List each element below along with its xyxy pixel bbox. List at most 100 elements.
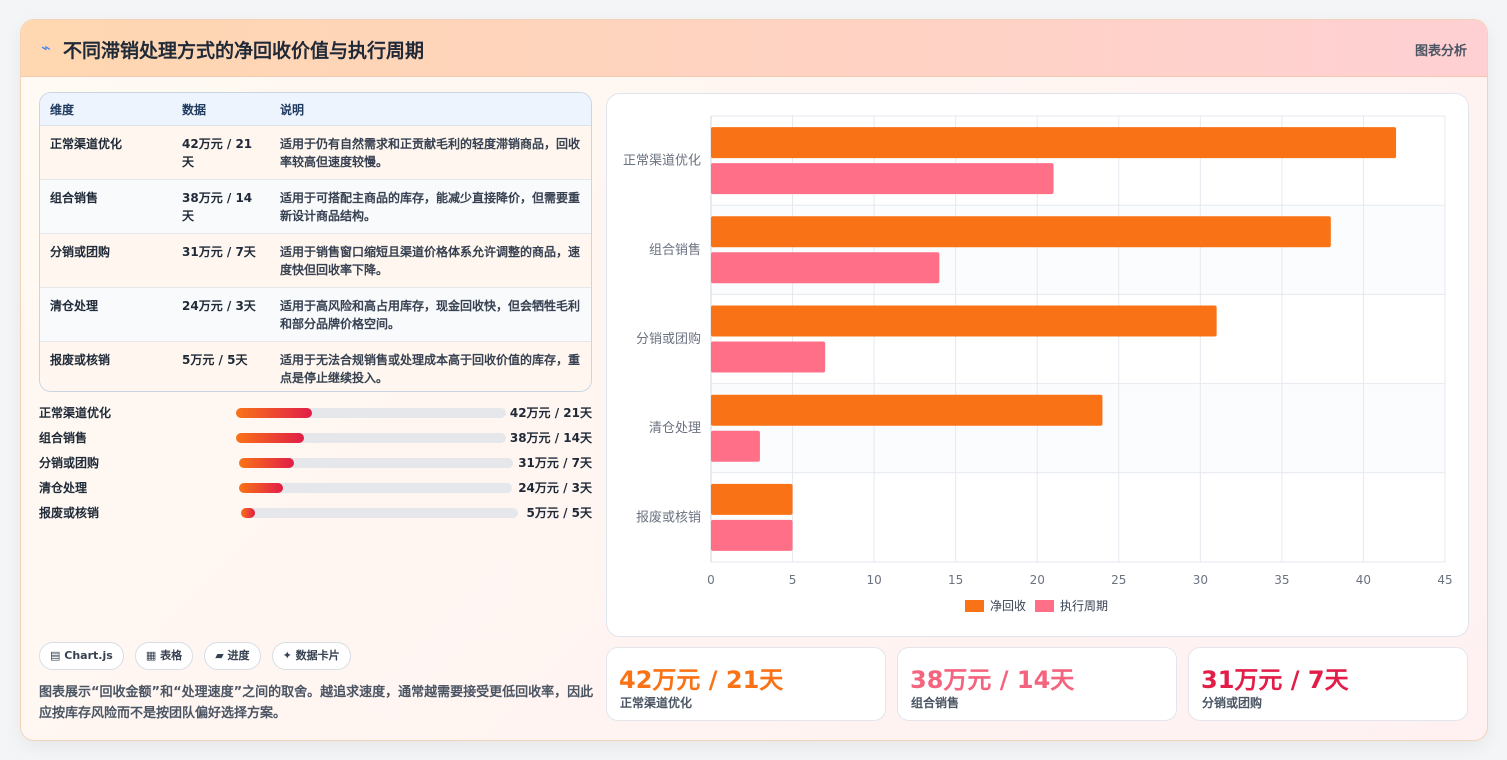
cell-dimension: 正常渠道优化: [40, 125, 172, 180]
progress-track: [239, 483, 512, 493]
legend-swatch: [1035, 600, 1054, 612]
table-header-row: 维度 数据 说明: [40, 93, 591, 126]
table-row: 正常渠道优化 42万元 / 21天 适用于仍有自然需求和正贡献毛利的轻度滞销商品…: [40, 125, 591, 180]
chart-panel: 0 5 10 15 20 25 30 35 40 45 正常渠道优化 组合销售 分销或团购 清仓处理 报废或…: [606, 93, 1469, 637]
progress-value: 5万元 / 5天: [526, 506, 592, 520]
chart-line-icon: ⌁: [41, 38, 51, 57]
chip-table[interactable]: ▦ 表格: [134, 642, 194, 670]
column-header: 说明: [270, 93, 591, 126]
column-header: 维度: [40, 93, 172, 126]
progress-fill: [239, 458, 294, 468]
legend-label: 执行周期: [1060, 599, 1108, 613]
progress-row: 组合销售 38万元 / 14天: [39, 427, 592, 452]
x-tick-label: 35: [1274, 573, 1289, 587]
chip-progress[interactable]: ▰ 进度: [204, 642, 261, 670]
progress-row: 分销或团购 31万元 / 7天: [39, 452, 592, 477]
bar: [711, 127, 1397, 159]
progress-value: 31万元 / 7天: [518, 456, 592, 470]
cell-data: 42万元 / 21天: [172, 125, 270, 180]
x-tick-label: 40: [1356, 573, 1371, 587]
stat-card: 42万元 / 21天 正常渠道优化: [606, 647, 886, 721]
progress-track: [236, 433, 506, 443]
dashboard-card: ⌁ 不同滞销处理方式的净回收价值与执行周期 图表分析 维度 数据 说明 正常渠道…: [20, 19, 1488, 741]
table-row: 清仓处理 24万元 / 3天 适用于高风险和高占用库存，现金回收快，但会牺牲毛利…: [40, 287, 591, 342]
chip-data-cards[interactable]: ✦ 数据卡片: [271, 642, 351, 670]
stat-value: 38万元 / 14天: [910, 666, 1075, 694]
progress-label: 分销或团购: [39, 456, 100, 470]
stat-value: 42万元 / 21天: [619, 666, 784, 694]
cell-note: 适用于销售窗口缩短且渠道价格体系允许调整的商品，速度快但回收率下降。: [270, 233, 591, 288]
y-tick-label: 组合销售: [649, 242, 701, 258]
progress-label: 组合销售: [39, 431, 88, 445]
bar: [711, 519, 793, 551]
progress-value: 42万元 / 21天: [509, 406, 592, 420]
progress-list: 正常渠道优化 42万元 / 21天 组合销售 38万元 / 14天 分销或团购 …: [39, 402, 592, 527]
bar: [711, 430, 760, 462]
cell-note: 适用于可搭配主商品的库存，能减少直接降价，但需要重新设计商品结构。: [270, 179, 591, 234]
x-tick-label: 5: [789, 573, 797, 587]
progress-fill: [239, 483, 283, 493]
stat-label: 组合销售: [911, 696, 960, 710]
bar: [711, 163, 1054, 195]
x-tick-label: 10: [866, 573, 881, 587]
sparkle-icon: ✦: [282, 649, 292, 662]
cell-dimension: 组合销售: [40, 179, 172, 234]
bar: [711, 483, 793, 515]
progress-value: 24万元 / 3天: [518, 481, 592, 495]
progress-icon: ▰: [215, 649, 224, 662]
stat-card: 31万元 / 7天 分销或团购: [1188, 647, 1468, 721]
stat-card: 38万元 / 14天 组合销售: [897, 647, 1177, 721]
x-tick-label: 0: [707, 573, 715, 587]
x-tick-label: 30: [1193, 573, 1208, 587]
y-tick-label: 正常渠道优化: [623, 154, 701, 169]
progress-row: 正常渠道优化 42万元 / 21天: [39, 402, 592, 427]
bar: [711, 305, 1217, 337]
chip-label: 数据卡片: [295, 649, 340, 662]
header-tag: 图表分析: [1414, 44, 1467, 59]
chip-label: 进度: [227, 649, 250, 662]
cell-data: 38万元 / 14天: [172, 179, 270, 234]
cell-dimension: 清仓处理: [40, 287, 172, 342]
progress-track: [236, 408, 506, 418]
stat-value: 31万元 / 7天: [1201, 666, 1349, 694]
bar: [711, 216, 1331, 248]
table-row: 组合销售 38万元 / 14天 适用于可搭配主商品的库存，能减少直接降价，但需要…: [40, 179, 591, 234]
stat-label: 分销或团购: [1202, 696, 1263, 710]
x-tick-label: 20: [1030, 573, 1045, 587]
table-row: 报废或核销 5万元 / 5天 适用于无法合规销售或处理成本高于回收价值的库存，重…: [40, 341, 591, 391]
cell-dimension: 报废或核销: [40, 341, 172, 391]
progress-row: 报废或核销 5万元 / 5天: [39, 502, 592, 527]
chart-description: 图表展示“回收金额”和“处理速度”之间的取舍。越追求速度，通常越需要接受更低回收…: [39, 685, 594, 721]
cell-data: 31万元 / 7天: [172, 233, 270, 288]
chip-chartjs[interactable]: ▤ Chart.js: [39, 642, 124, 670]
progress-label: 正常渠道优化: [39, 406, 112, 420]
cell-data: 5万元 / 5天: [172, 341, 270, 391]
chip-label: Chart.js: [64, 649, 113, 662]
cell-note: 适用于无法合规销售或处理成本高于回收价值的库存，重点是停止继续投入。: [270, 341, 591, 391]
progress-fill: [241, 508, 255, 518]
progress-track: [239, 458, 513, 468]
legend-label: 净回收: [990, 599, 1026, 613]
progress-fill: [236, 408, 312, 418]
cell-note: 适用于仍有自然需求和正贡献毛利的轻度滞销商品，回收率较高但速度较慢。: [270, 125, 591, 180]
progress-fill: [236, 433, 304, 443]
y-tick-label: 清仓处理: [649, 421, 701, 436]
chart-icon: ▤: [50, 649, 61, 662]
y-tick-label: 报废或核销: [636, 509, 701, 525]
x-tick-label: 45: [1437, 573, 1452, 587]
column-header: 数据: [172, 93, 270, 126]
tech-chips: ▤ Chart.js ▦ 表格 ▰ 进度 ✦ 数据卡片: [39, 642, 357, 670]
y-tick-label: 分销或团购: [636, 331, 701, 347]
table-row: 分销或团购 31万元 / 7天 适用于销售窗口缩短且渠道价格体系允许调整的商品，…: [40, 233, 591, 288]
cell-data: 24万元 / 3天: [172, 287, 270, 342]
table-icon: ▦: [145, 649, 157, 662]
progress-track: [241, 508, 518, 518]
card-header: ⌁ 不同滞销处理方式的净回收价值与执行周期 图表分析: [21, 20, 1487, 77]
chip-label: 表格: [160, 649, 183, 662]
page-title: 不同滞销处理方式的净回收价值与执行周期: [63, 40, 425, 62]
legend-swatch: [965, 600, 984, 612]
progress-value: 38万元 / 14天: [509, 431, 592, 445]
stat-label: 正常渠道优化: [620, 696, 693, 710]
progress-row: 清仓处理 24万元 / 3天: [39, 477, 592, 502]
x-tick-label: 25: [1111, 573, 1126, 587]
